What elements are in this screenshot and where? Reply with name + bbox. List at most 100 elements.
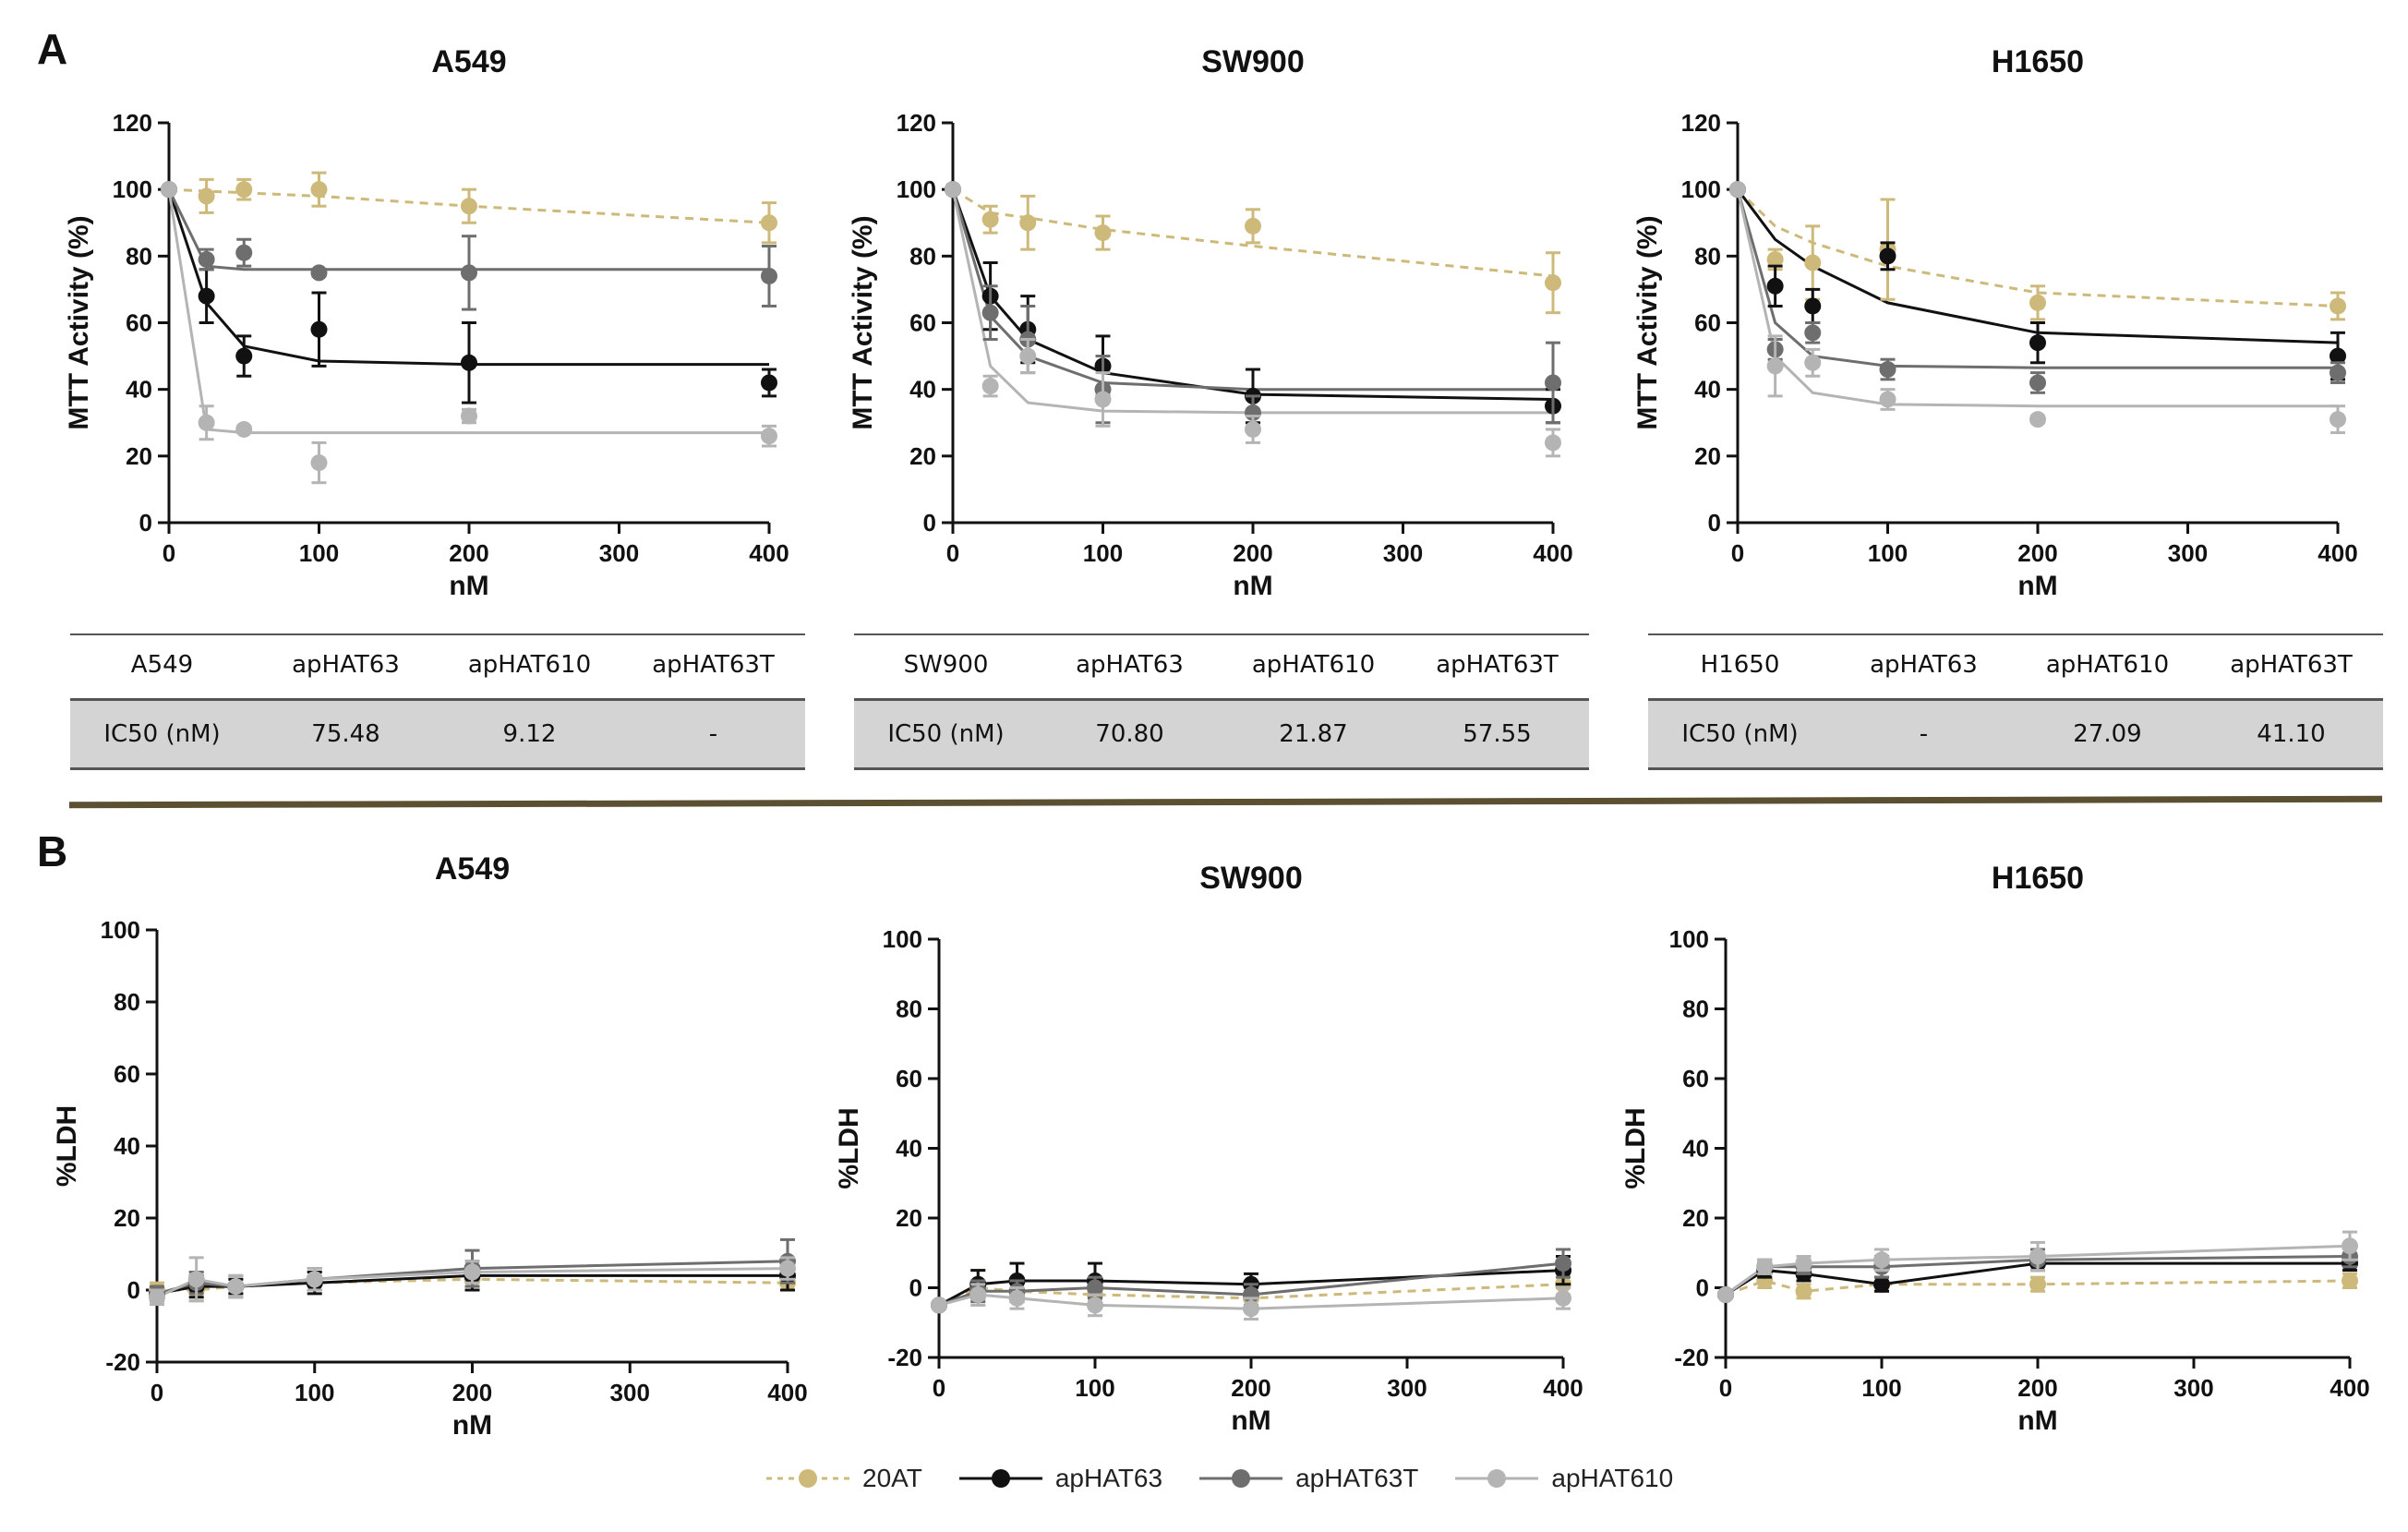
legend-item-20at: 20AT	[766, 1464, 922, 1493]
y-tick-label: 20	[114, 1204, 140, 1232]
data-point-20at	[1804, 254, 1822, 271]
x-tick-label: 100	[1861, 1374, 1901, 1402]
y-tick-label: 0	[1696, 1274, 1709, 1302]
x-tick-label: 400	[1543, 1374, 1583, 1402]
data-point-aphat610	[1243, 1300, 1259, 1318]
legend-label-20at: 20AT	[862, 1464, 922, 1492]
table-header-cell: apHAT610	[467, 651, 592, 679]
data-point-aphat610	[981, 378, 999, 395]
x-tick-label: 100	[1083, 539, 1123, 567]
data-point-20at	[1545, 274, 1561, 292]
legend-swatch-aphat63t	[1199, 1469, 1283, 1488]
data-point-aphat610	[161, 181, 177, 199]
data-point-aphat610	[227, 1278, 245, 1296]
table-value-cell: 41.10	[2257, 720, 2326, 748]
data-point-20at	[198, 187, 215, 205]
table-row-label: IC50 (nM)	[887, 720, 1005, 748]
y-axis-label: MTT Activity (%)	[1632, 215, 1663, 429]
y-tick-label: 80	[1694, 242, 1721, 270]
y-axis-label: %LDH	[52, 1105, 82, 1187]
y-tick-label: 40	[1682, 1135, 1709, 1163]
data-point-aphat63t	[2330, 364, 2346, 381]
y-tick-label: 60	[1694, 309, 1721, 337]
data-point-aphat63	[1879, 247, 1896, 265]
x-tick-label: 300	[2173, 1374, 2213, 1402]
legend-item-aphat63: apHAT63	[958, 1464, 1163, 1493]
y-tick-label: 20	[896, 1204, 922, 1232]
chart-0: A549 0 20 40 60 80 100 120 0 100 200 300 400 nM MTT Ac…	[64, 44, 789, 601]
table-header-cell: apHAT63	[292, 651, 400, 679]
data-point-aphat63t	[1087, 1279, 1103, 1297]
x-tick-label: 100	[1075, 1374, 1114, 1402]
y-tick-label: 80	[1682, 995, 1709, 1023]
chart-title: H1650	[1992, 861, 2084, 896]
data-point-20at	[310, 181, 328, 199]
data-point-aphat63t	[1555, 1255, 1571, 1273]
legend-label-aphat63: apHAT63	[1054, 1464, 1163, 1492]
table-row-label: IC50 (nM)	[103, 720, 221, 748]
y-axis-label: MTT Activity (%)	[64, 215, 94, 429]
legend-item-aphat63t: apHAT63T	[1199, 1464, 1418, 1493]
y-tick-label: 20	[909, 442, 936, 470]
table-top-rule	[1648, 633, 2383, 635]
y-tick-label: 60	[114, 1060, 140, 1088]
table-header-cell: A549	[130, 651, 194, 679]
series-line-aphat63t	[167, 188, 769, 271]
data-point-aphat63t	[761, 267, 777, 284]
chart-title: H1650	[1992, 44, 2084, 79]
series-line-aphat63	[951, 188, 1554, 401]
data-point-aphat63t	[1545, 374, 1561, 392]
table-value-cell: 75.48	[311, 720, 380, 748]
panel-label-b: B	[37, 827, 68, 875]
table-header-row: A549 apHAT63 apHAT610 apHAT63T	[70, 637, 805, 693]
x-axis-label: nM	[449, 571, 488, 601]
table-value-cell: 9.12	[502, 720, 557, 748]
table-header-cell: apHAT610	[1251, 651, 1376, 679]
y-tick-label: 40	[126, 376, 152, 404]
y-tick-label: 20	[1682, 1204, 1709, 1232]
table-top-rule	[854, 633, 1589, 635]
table-header-cell: apHAT610	[2045, 651, 2170, 679]
data-point-aphat610	[1804, 354, 1822, 371]
y-tick-label: 80	[896, 995, 922, 1023]
y-tick-label: -20	[1674, 1344, 1709, 1371]
data-point-20at	[1766, 250, 1784, 268]
legend-swatch-aphat63	[958, 1469, 1042, 1488]
data-point-20at	[1094, 224, 1112, 242]
y-tick-label: 120	[113, 109, 152, 137]
table-row-label: IC50 (nM)	[1681, 720, 1799, 748]
chart-title: A549	[431, 44, 506, 79]
y-tick-label: 80	[909, 242, 936, 270]
y-tick-label: 100	[113, 175, 152, 203]
data-point-aphat63t	[310, 264, 328, 282]
table-header-cell: apHAT63T	[2230, 651, 2353, 679]
x-tick-label: 0	[1731, 539, 1744, 567]
x-tick-label: 200	[1233, 539, 1272, 567]
y-axis-label: %LDH	[1620, 1107, 1651, 1188]
data-point-aphat63	[1766, 277, 1784, 295]
series-line-20at	[1736, 188, 2339, 308]
series-line-20at	[952, 187, 1554, 278]
table-value-cell: 70.80	[1095, 720, 1164, 748]
data-point-aphat610	[187, 1271, 205, 1288]
table-header-cell: H1650	[1700, 651, 1780, 679]
data-point-20at	[235, 181, 253, 199]
y-tick-label: 60	[909, 309, 936, 337]
x-tick-label: 100	[1868, 539, 1908, 567]
data-point-aphat63	[1804, 297, 1822, 315]
y-tick-label: 0	[909, 1274, 922, 1302]
data-point-aphat63t	[1804, 324, 1822, 342]
y-tick-label: -20	[105, 1348, 140, 1376]
data-point-aphat610	[235, 420, 253, 438]
table-header-cell: SW900	[903, 651, 989, 679]
x-tick-label: 200	[449, 539, 488, 567]
x-tick-label: 0	[1719, 1374, 1732, 1402]
y-tick-label: 100	[101, 916, 140, 944]
chart-title: SW900	[1199, 861, 1303, 896]
data-point-aphat610	[1729, 181, 1746, 199]
chart-4: SW900 -20 0 20 40 60 80 100 0 100 200 300 400 nM %LDH	[834, 861, 1583, 1436]
data-point-aphat63t	[461, 264, 477, 282]
y-tick-label: 40	[114, 1132, 140, 1160]
legend-swatch-aphat610	[1455, 1469, 1539, 1488]
